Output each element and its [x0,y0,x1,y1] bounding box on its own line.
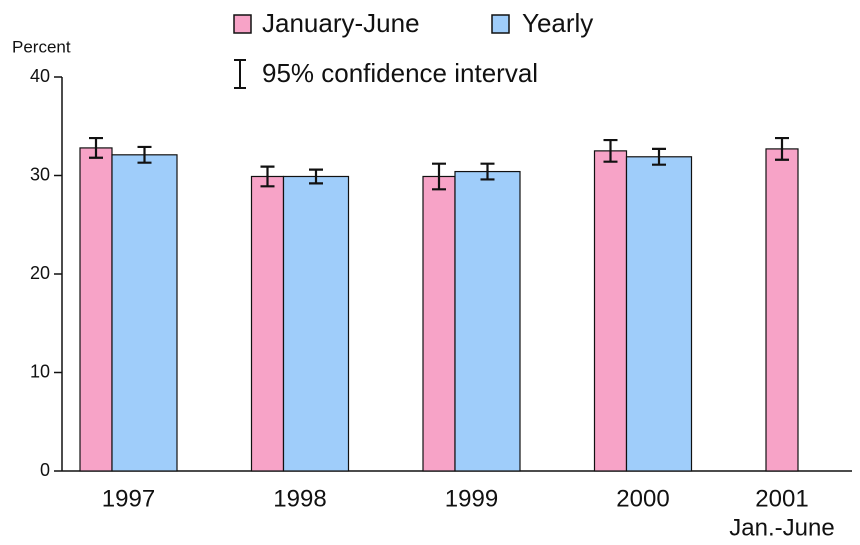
error-bar [309,168,323,185]
legend-swatch [233,14,252,34]
y-tick-label: 10 [30,361,50,381]
error-bar [652,147,666,166]
y-axis-label: Percent [12,37,71,56]
error-bar [89,136,103,159]
bar [625,156,693,472]
error-bar [603,138,618,163]
error-bar [775,136,789,161]
y-tick-label: 40 [30,66,50,86]
error-bar [260,165,275,188]
legend-swatch [491,14,510,34]
bar [250,175,285,472]
error-bar [480,162,495,181]
x-tick-label: 1998 [273,485,326,512]
x-tick-label: 2001 [755,485,808,512]
y-tick-label: 20 [30,263,50,283]
legend-error-icon [234,59,246,89]
x-tick-label: 2000 [616,485,669,512]
bar [111,154,178,472]
bar [454,170,521,472]
error-bar [137,145,152,164]
legend-label: January-June [262,8,420,38]
y-tick-label: 30 [30,164,50,184]
bar [422,175,456,472]
bar [593,150,628,472]
legend-label: Yearly [522,8,593,38]
legend: January-June Yearly 95% confidence inter… [233,8,593,89]
bar [765,148,799,472]
y-tick-label: 0 [40,460,50,480]
legend-label: 95% confidence interval [262,58,538,88]
x-tick-note: Jan.-June [729,514,834,541]
x-tick-label: 1997 [102,485,155,512]
x-tick-label: 1999 [445,485,498,512]
bar [79,147,113,472]
error-bar [432,162,446,191]
bar [282,175,350,472]
